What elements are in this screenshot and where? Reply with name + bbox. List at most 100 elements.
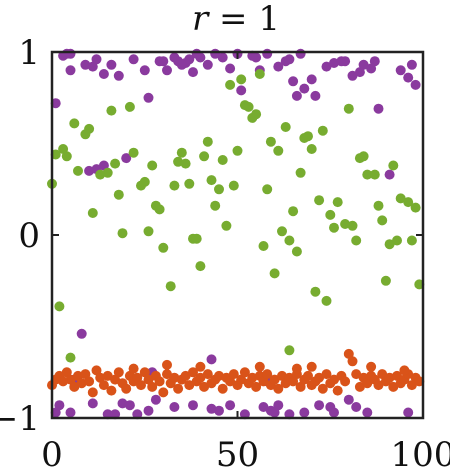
data-point-s2-77 <box>332 385 343 396</box>
data-point-s2-60 <box>269 374 280 385</box>
data-point-s2-10 <box>84 376 95 387</box>
data-point-s1-91 <box>284 345 295 356</box>
data-point-s2-107 <box>399 365 410 376</box>
data-point-s2-42 <box>202 369 213 380</box>
data-point-s2-72 <box>314 372 325 383</box>
data-point-s1-31 <box>191 233 202 244</box>
data-point-s2-40 <box>195 372 206 383</box>
data-point-s0-48 <box>347 70 358 81</box>
data-point-s1-43 <box>236 74 247 85</box>
data-point-s2-18 <box>113 367 124 378</box>
data-point-s2-61 <box>273 383 284 394</box>
data-point-s2-36 <box>180 370 191 381</box>
data-point-s2-30 <box>158 387 169 398</box>
data-point-s0-44 <box>321 61 332 72</box>
data-point-s2-92 <box>388 381 399 392</box>
data-point-s2-74 <box>321 369 332 380</box>
data-point-s1-49 <box>258 241 269 251</box>
data-point-s2-102 <box>195 361 206 372</box>
data-point-s0-56 <box>406 59 417 70</box>
data-point-s2-49 <box>228 369 239 380</box>
data-point-s0-8 <box>98 69 109 79</box>
data-point-s0-62 <box>84 165 95 176</box>
data-point-s0-97 <box>403 407 414 418</box>
data-point-s0-50 <box>358 59 369 70</box>
data-points <box>47 48 425 420</box>
data-point-s1-85 <box>403 197 414 208</box>
data-point-s2-69 <box>303 370 313 381</box>
data-point-s1-18 <box>139 176 150 187</box>
data-point-s1-4 <box>69 118 80 129</box>
data-point-s1-33 <box>199 151 210 162</box>
axis-ticks: 0 50 100−101 <box>0 33 450 473</box>
data-point-s1-20 <box>147 160 158 171</box>
data-point-s0-37 <box>284 54 295 65</box>
data-point-s2-58 <box>262 369 273 380</box>
data-point-s1-9 <box>95 169 106 180</box>
data-point-s2-52 <box>239 367 250 378</box>
data-point-s1-47 <box>251 109 262 120</box>
data-point-s2-38 <box>188 367 198 378</box>
data-point-s1-76 <box>362 169 373 180</box>
data-point-s0-94 <box>343 394 354 405</box>
chart-title-variable: r <box>192 0 210 39</box>
data-point-s1-32 <box>195 261 206 272</box>
data-point-s2-41 <box>199 381 210 392</box>
data-point-s0-32 <box>251 52 262 63</box>
data-point-s2-14 <box>98 380 109 391</box>
data-point-s2-82 <box>351 369 362 380</box>
data-point-s1-27 <box>176 147 187 158</box>
data-point-s0-61 <box>384 169 395 180</box>
chart-title: r = 1 <box>192 0 280 39</box>
data-point-s1-86 <box>406 235 417 246</box>
data-point-s1-68 <box>329 222 339 233</box>
data-point-s1-73 <box>351 235 362 246</box>
data-point-s1-7 <box>84 123 95 134</box>
data-point-s0-70 <box>65 407 76 418</box>
data-point-s1-89 <box>54 301 65 312</box>
data-point-s2-104 <box>291 363 302 374</box>
data-point-s0-43 <box>310 90 321 101</box>
data-point-s0-41 <box>299 83 310 94</box>
data-point-s1-69 <box>332 197 343 208</box>
data-point-s1-37 <box>214 184 224 195</box>
data-point-s1-45 <box>243 101 254 112</box>
data-point-s0-69 <box>54 400 65 411</box>
data-point-s0-13 <box>143 92 154 103</box>
data-point-s1-51 <box>265 136 276 147</box>
plot-frame <box>50 50 425 420</box>
data-point-s0-75 <box>124 400 135 411</box>
data-point-s0-40 <box>295 48 306 59</box>
data-point-s1-36 <box>210 200 221 211</box>
data-point-s1-50 <box>262 184 273 195</box>
data-point-s2-27 <box>147 381 158 392</box>
data-point-s0-15 <box>158 56 169 67</box>
data-point-s1-58 <box>291 246 302 257</box>
data-point-s1-8 <box>87 208 98 218</box>
data-point-s0-57 <box>410 79 421 90</box>
data-point-s2-80 <box>343 348 354 359</box>
data-point-s0-38 <box>288 76 299 87</box>
data-point-s1-16 <box>128 147 139 158</box>
data-point-s0-28 <box>225 63 236 74</box>
data-point-s0-9 <box>106 59 117 70</box>
data-point-s2-76 <box>329 374 339 385</box>
data-point-s0-42 <box>306 74 317 85</box>
data-point-s1-72 <box>347 220 358 231</box>
data-point-s2-88 <box>373 380 384 391</box>
data-point-s0-79 <box>169 402 180 412</box>
data-point-s0-95 <box>351 402 362 412</box>
data-point-s2-31 <box>162 369 172 380</box>
data-point-s1-19 <box>143 226 154 237</box>
data-point-s0-83 <box>225 400 236 411</box>
data-point-s2-106 <box>366 361 377 372</box>
data-point-s0-80 <box>188 400 198 411</box>
data-point-s0-88 <box>273 400 284 411</box>
data-point-s0-47 <box>340 56 351 67</box>
data-point-s0-7 <box>91 54 102 65</box>
data-point-s0-90 <box>299 407 310 418</box>
data-point-s1-84 <box>395 193 406 204</box>
y-tick-label-0: −1 <box>0 399 40 439</box>
data-point-s2-13 <box>95 372 106 383</box>
data-point-s2-100 <box>128 363 139 374</box>
